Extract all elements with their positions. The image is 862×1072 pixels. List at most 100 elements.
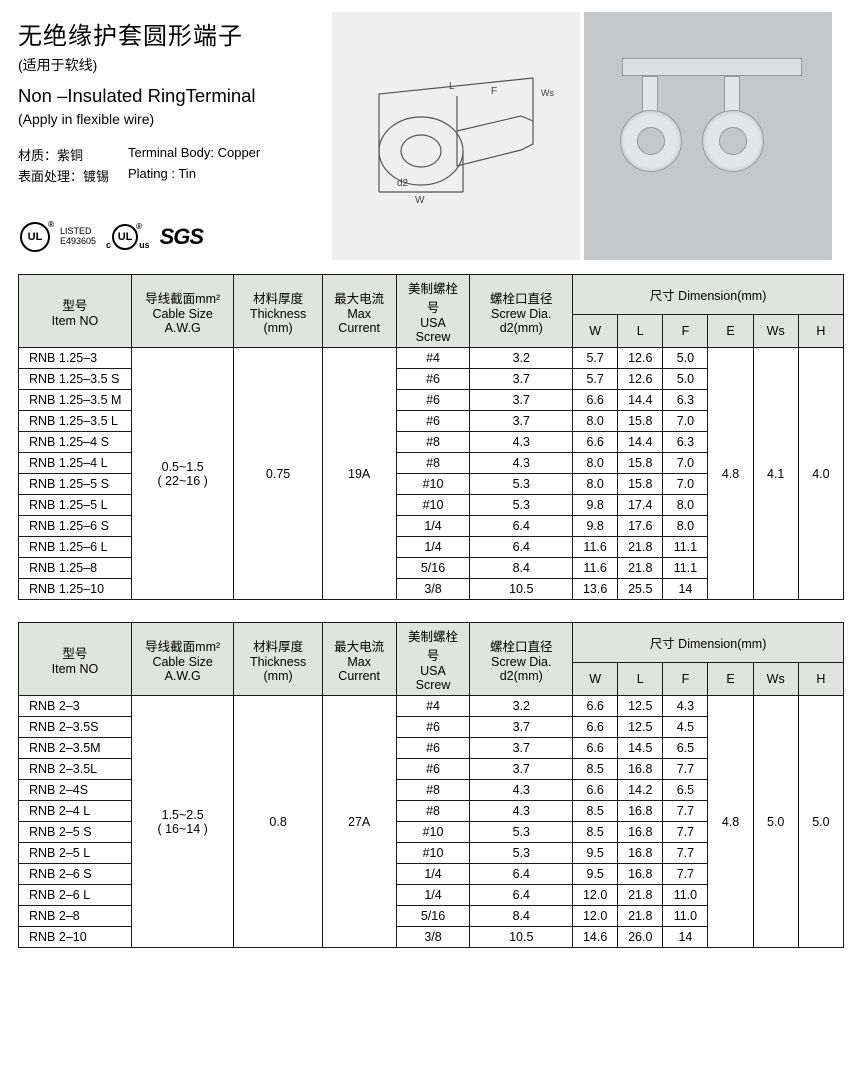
cell-usa: 1/4 [396, 885, 470, 906]
cell-usa: 3/8 [396, 927, 470, 948]
cell-W: 9.5 [573, 843, 618, 864]
table-row: RNB 1.25–30.5~1.5( 22~16 )0.7519A#43.25.… [19, 348, 844, 369]
cell-F: 4.5 [663, 717, 708, 738]
cell-item: RNB 2–4 L [19, 801, 132, 822]
cell-F: 7.0 [663, 453, 708, 474]
cell-item: RNB 1.25–4 L [19, 453, 132, 474]
cell-W: 11.6 [573, 558, 618, 579]
cell-F: 14 [663, 927, 708, 948]
cell-item: RNB 2–6 L [19, 885, 132, 906]
cell-usa: 5/16 [396, 558, 470, 579]
cell-L: 14.4 [618, 432, 663, 453]
cell-W: 6.6 [573, 738, 618, 759]
title-block: 无绝缘护套圆形端子 (适用于软线) Non –Insulated RingTer… [18, 12, 328, 260]
cell-F: 6.3 [663, 390, 708, 411]
cell-W: 9.5 [573, 864, 618, 885]
cell-W: 5.7 [573, 348, 618, 369]
cell-d2: 6.4 [470, 537, 573, 558]
cell-W: 8.5 [573, 759, 618, 780]
cell-item: RNB 1.25–5 S [19, 474, 132, 495]
cell-W: 13.6 [573, 579, 618, 600]
label-d2: d2 [397, 178, 409, 189]
cell-item: RNB 2–5 S [19, 822, 132, 843]
cell-F: 11.0 [663, 885, 708, 906]
cell-item: RNB 1.25–3.5 L [19, 411, 132, 432]
cell-F: 14 [663, 579, 708, 600]
cell-W: 9.8 [573, 495, 618, 516]
cell-L: 16.8 [618, 759, 663, 780]
cell-d2: 3.7 [470, 717, 573, 738]
cell-L: 21.8 [618, 558, 663, 579]
cell-F: 6.5 [663, 780, 708, 801]
cell-d2: 3.2 [470, 696, 573, 717]
cell-L: 16.8 [618, 843, 663, 864]
cell-F: 7.0 [663, 474, 708, 495]
cell-d2: 4.3 [470, 801, 573, 822]
cell-F: 7.7 [663, 801, 708, 822]
spec-table-1: 型号Item NO 导线截面mm²Cable Size A.W.G 材料厚度Th… [18, 274, 844, 600]
cell-L: 12.6 [618, 348, 663, 369]
cell-usa: #8 [396, 453, 470, 474]
cell-d2: 6.4 [470, 885, 573, 906]
cell-cable: 1.5~2.5( 16~14 ) [131, 696, 234, 948]
label-L: L [449, 81, 455, 92]
technical-drawing: L F Ws W d2 [332, 12, 580, 260]
cell-item: RNB 2–3.5M [19, 738, 132, 759]
cell-item: RNB 1.25–3 [19, 348, 132, 369]
cell-Ws: 4.1 [753, 348, 798, 600]
cell-usa: 3/8 [396, 579, 470, 600]
cell-usa: #6 [396, 369, 470, 390]
cell-L: 25.5 [618, 579, 663, 600]
cell-F: 8.0 [663, 516, 708, 537]
cell-d2: 8.4 [470, 558, 573, 579]
cell-W: 8.0 [573, 474, 618, 495]
cell-thickness: 0.8 [234, 696, 322, 948]
cell-F: 6.3 [663, 432, 708, 453]
cell-d2: 6.4 [470, 516, 573, 537]
cell-F: 7.7 [663, 864, 708, 885]
cell-W: 12.0 [573, 906, 618, 927]
listed-label: LISTED E493605 [60, 227, 96, 247]
table-2-head: 型号Item NO 导线截面mm²Cable Size A.W.G 材料厚度Th… [19, 623, 844, 696]
cell-item: RNB 1.25–6 S [19, 516, 132, 537]
cell-usa: #6 [396, 411, 470, 432]
subtitle-cn: (适用于软线) [18, 55, 328, 75]
cell-L: 12.5 [618, 696, 663, 717]
cell-d2: 3.7 [470, 738, 573, 759]
cell-W: 6.6 [573, 432, 618, 453]
cell-F: 7.7 [663, 759, 708, 780]
cul-logo-icon: c UL® us [106, 224, 150, 250]
cell-L: 26.0 [618, 927, 663, 948]
cell-F: 11.0 [663, 906, 708, 927]
cell-L: 21.8 [618, 906, 663, 927]
cell-F: 11.1 [663, 558, 708, 579]
cell-d2: 10.5 [470, 927, 573, 948]
cell-d2: 5.3 [470, 495, 573, 516]
cell-F: 11.1 [663, 537, 708, 558]
cell-L: 15.8 [618, 411, 663, 432]
cell-F: 7.7 [663, 822, 708, 843]
cell-F: 8.0 [663, 495, 708, 516]
cell-thickness: 0.75 [234, 348, 322, 600]
cell-usa: 1/4 [396, 516, 470, 537]
material-en-2: Plating : Tin [128, 166, 318, 185]
cell-item: RNB 2–3 [19, 696, 132, 717]
cell-L: 21.8 [618, 885, 663, 906]
cell-usa: #10 [396, 843, 470, 864]
cell-usa: #6 [396, 738, 470, 759]
material-cn-2: 表面处理：镀锡 [18, 166, 128, 185]
cell-F: 5.0 [663, 369, 708, 390]
material-cn-1: 材质：紫铜 [18, 145, 128, 164]
cell-item: RNB 2–8 [19, 906, 132, 927]
cell-W: 11.6 [573, 537, 618, 558]
cell-item: RNB 1.25–3.5 S [19, 369, 132, 390]
cell-d2: 10.5 [470, 579, 573, 600]
label-Ws: Ws [541, 88, 554, 98]
product-photo [584, 12, 832, 260]
table-2-body: RNB 2–31.5~2.5( 16~14 )0.827A#43.26.612.… [19, 696, 844, 948]
title-en: Non –Insulated RingTerminal [18, 85, 328, 107]
cell-F: 5.0 [663, 348, 708, 369]
cell-usa: #8 [396, 801, 470, 822]
cell-F: 7.7 [663, 843, 708, 864]
cell-L: 15.8 [618, 453, 663, 474]
